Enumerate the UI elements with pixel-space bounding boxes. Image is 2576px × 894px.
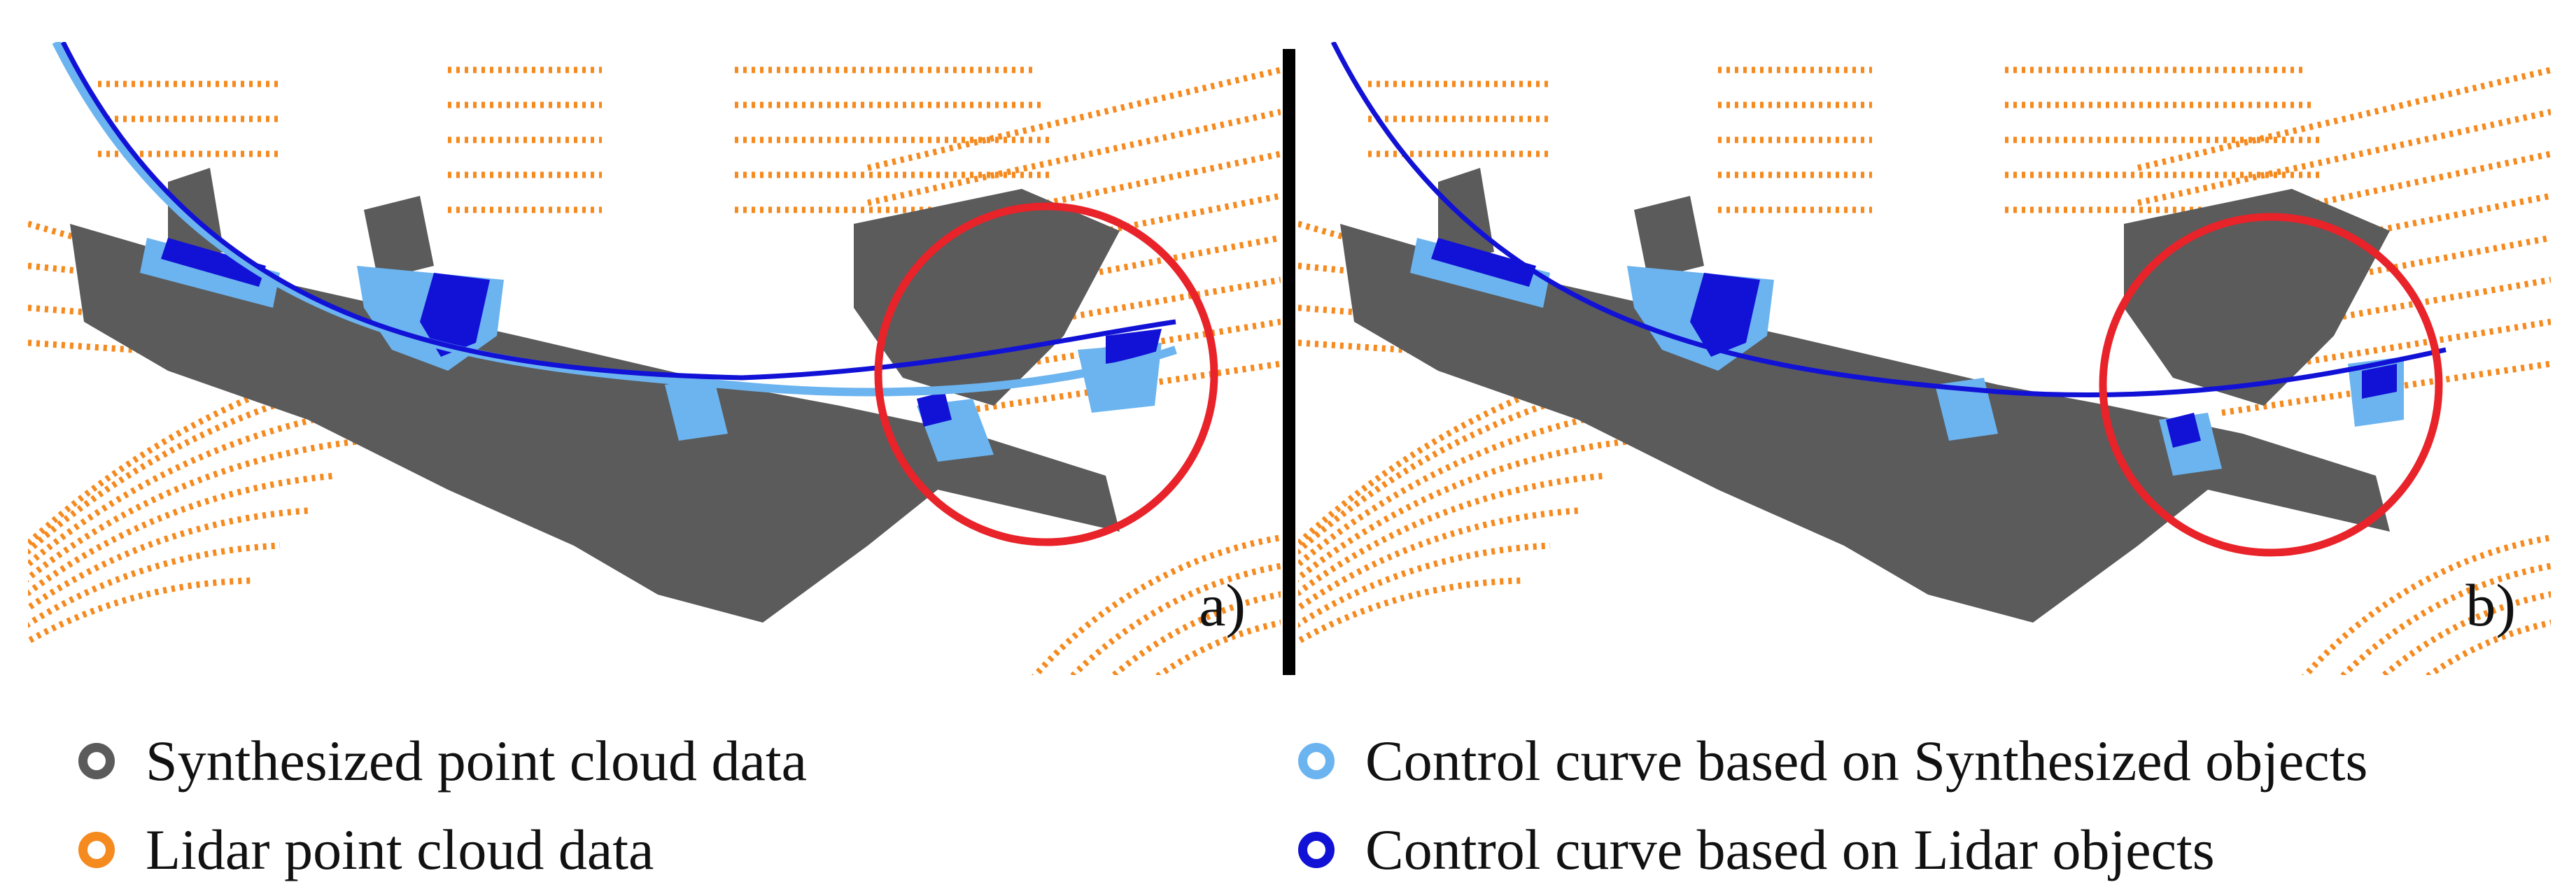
control-curve-synthesized: [52, 42, 1177, 397]
synthesized-point-cloud: [70, 168, 1120, 623]
synthesized-point-cloud: [1340, 168, 2390, 623]
control-curve-lidar: [60, 42, 1176, 381]
legend-label-control-synthesized: Control curve based on Synthesized objec…: [1365, 729, 2368, 793]
legend-label-control-lidar: Control curve based on Lidar objects: [1365, 818, 2215, 881]
legend-item-control-lidar: Control curve based on Lidar objects: [1298, 811, 2215, 888]
highlight-circle: [2099, 213, 2443, 557]
legend-marker-synthesized: [78, 743, 115, 779]
lidar-objects: [1431, 238, 2397, 448]
legend-label-synthesized: Synthesized point cloud data: [146, 729, 808, 793]
legend-item-control-synthesized: Control curve based on Synthesized objec…: [1298, 723, 2367, 800]
control-curve-lidar: [1330, 42, 2447, 398]
highlight-circle: [874, 202, 1218, 546]
panel-label-a: a): [1199, 572, 1246, 639]
legend-item-lidar: Lidar point cloud data: [78, 811, 654, 888]
panel-label-b: b): [2465, 572, 2516, 639]
legend-label-lidar: Lidar point cloud data: [146, 818, 654, 881]
panel-divider: [1283, 49, 1295, 675]
legend-marker-lidar: [78, 832, 115, 868]
panel-b: b): [1298, 42, 2551, 675]
point-cloud-view-a: [28, 42, 1281, 675]
panel-a: a): [28, 42, 1281, 675]
legend-marker-control-lidar: [1298, 832, 1335, 868]
lidar-objects: [161, 238, 1162, 427]
point-cloud-view-b: [1298, 42, 2551, 675]
legend-item-synthesized: Synthesized point cloud data: [78, 723, 807, 800]
legend-marker-control-synthesized: [1298, 743, 1335, 779]
